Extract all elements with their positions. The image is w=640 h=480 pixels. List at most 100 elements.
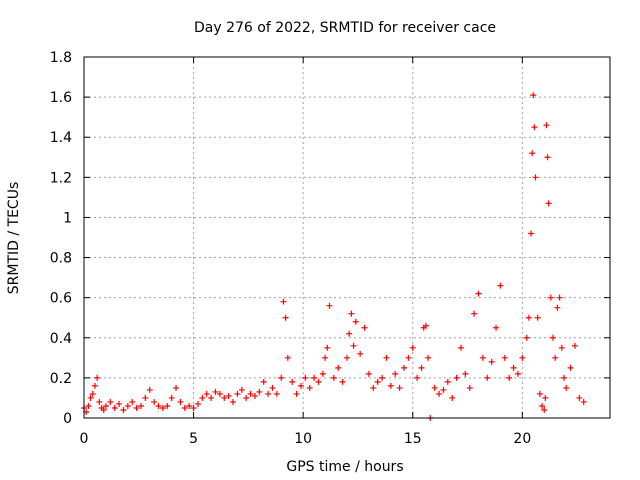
data-point [146, 386, 153, 393]
data-point [374, 378, 381, 385]
y-tick-label: 1 [63, 210, 72, 226]
data-point [449, 394, 456, 401]
y-axis-label: SRMTID / TECUs [6, 182, 22, 295]
y-tick-label: 0.2 [50, 371, 72, 387]
data-point [102, 402, 109, 409]
x-tick-label: 10 [294, 431, 312, 447]
data-point [297, 382, 304, 389]
data-point [96, 398, 103, 405]
data-point [523, 334, 530, 341]
x-tick-label: 5 [189, 431, 198, 447]
data-point [339, 378, 346, 385]
data-point [471, 310, 478, 317]
data-point [514, 370, 521, 377]
data-point [344, 354, 350, 361]
data-point [137, 402, 144, 409]
data-point [425, 354, 432, 361]
data-point [306, 384, 313, 391]
data-points [81, 92, 587, 421]
data-point [234, 390, 241, 397]
data-point [558, 344, 565, 351]
data-point [311, 374, 318, 381]
data-point [94, 374, 101, 381]
data-point [284, 354, 291, 361]
data-point [510, 364, 517, 371]
data-point [319, 370, 326, 377]
data-point [529, 150, 536, 157]
data-point [221, 394, 228, 401]
data-point [544, 154, 551, 161]
data-point [563, 384, 570, 391]
data-point [164, 402, 171, 409]
data-point [181, 404, 188, 411]
data-point [260, 378, 267, 385]
data-point [567, 364, 574, 371]
data-point [289, 378, 296, 385]
data-point [155, 402, 162, 409]
data-point [326, 302, 333, 309]
data-point [151, 398, 158, 405]
data-point [392, 370, 399, 377]
data-point [554, 304, 561, 311]
data-point [409, 344, 416, 351]
data-point [173, 384, 180, 391]
data-point [534, 314, 541, 321]
data-point [243, 394, 250, 401]
data-point [400, 364, 407, 371]
data-point [124, 402, 131, 409]
data-point [541, 406, 548, 413]
data-point [361, 324, 368, 331]
data-point [414, 374, 421, 381]
data-point [346, 330, 353, 337]
x-tick-label: 15 [404, 431, 422, 447]
data-point [506, 374, 513, 381]
data-point [199, 394, 206, 401]
data-point [365, 370, 372, 377]
data-point [484, 374, 491, 381]
plot-frame [83, 56, 611, 419]
data-point [528, 230, 535, 237]
data-point [576, 394, 583, 401]
data-point [322, 354, 329, 361]
data-point [85, 402, 92, 409]
data-point [453, 374, 460, 381]
data-point [571, 342, 578, 349]
data-point [225, 392, 232, 399]
data-point [497, 282, 504, 289]
data-point [116, 400, 123, 407]
data-point [488, 358, 495, 365]
data-point [129, 398, 136, 405]
data-point [560, 374, 567, 381]
x-tick-label: 20 [513, 431, 531, 447]
data-point [542, 394, 549, 401]
data-point [383, 354, 390, 361]
data-point [282, 314, 289, 321]
data-point [422, 322, 429, 329]
data-point [493, 324, 500, 331]
data-point [536, 390, 543, 397]
data-point [302, 374, 309, 381]
y-tick-label: 1.4 [50, 130, 72, 146]
data-point [238, 386, 245, 393]
data-point [545, 200, 552, 207]
data-point [330, 374, 337, 381]
data-point [168, 394, 175, 401]
data-point [159, 404, 166, 411]
data-point [530, 92, 537, 99]
y-tick-label: 1.8 [50, 50, 72, 66]
data-point [531, 124, 538, 131]
data-point [550, 334, 557, 341]
data-point [405, 354, 412, 361]
data-point [280, 298, 287, 305]
data-point [142, 394, 149, 401]
data-point [324, 344, 331, 351]
data-point [457, 344, 464, 351]
data-point [100, 406, 107, 413]
y-tick-label: 1.6 [50, 90, 72, 106]
data-point [315, 378, 322, 385]
y-tick-label: 0.8 [50, 251, 72, 267]
data-point [186, 402, 193, 409]
data-point [379, 374, 386, 381]
data-point [396, 384, 403, 391]
